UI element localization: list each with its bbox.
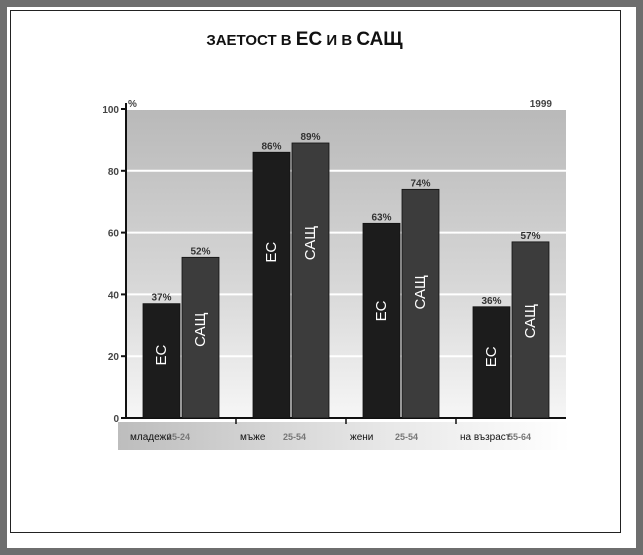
bar-series-label: САЩ [302,226,319,261]
chart-title: ЗАЕТОСТ В ЕС И В САЩ [0,29,609,51]
year-label: 1999 [530,99,553,110]
bar-value-label: 57% [520,231,540,242]
category-label: на възраст [460,432,511,443]
bar-eu [362,222,401,419]
bar-usa [511,241,550,419]
bar-value-label: 37% [151,293,171,304]
category-age-range: 15-24 [167,432,190,442]
title-part-4: САЩ [356,29,403,50]
bar-usa [181,256,220,419]
title-part-2: ЕС [295,29,323,50]
bar-eu [252,151,291,419]
bar-series-label: САЩ [192,312,209,347]
category-band [118,422,570,450]
bar-usa [401,188,440,419]
bar-eu [472,306,511,419]
category-label: мъже [240,432,266,443]
y-tick-label: 0 [113,414,119,425]
bar-value-label: 74% [410,178,430,189]
bar-value-label: 86% [261,141,281,152]
bar-series-label: ЕС [263,242,280,263]
bar-value-label: 36% [481,296,501,307]
y-tick-label: 20 [108,352,120,363]
bar-eu [142,303,181,419]
bar-series-label: ЕС [483,346,500,367]
y-tick-label: 40 [108,290,120,301]
bar-series-label: САЩ [412,275,429,310]
title-part-3: И В [322,32,357,49]
bar-series-label: САЩ [522,304,539,339]
category-label: жени [350,432,373,443]
category-age-range: 25-54 [283,432,306,442]
title-part-1: ЗАЕТОСТ В [206,32,296,49]
y-tick-label: 80 [108,167,120,178]
bar-usa [291,142,330,419]
y-tick-label: 100 [102,105,119,116]
category-age-range: 55-64 [508,432,531,442]
bar-value-label: 52% [190,246,210,257]
bar-value-label: 89% [300,132,320,143]
y-axis-unit-label: % [128,99,137,110]
category-label: младежи [130,432,172,443]
y-tick-label: 60 [108,229,120,240]
bar-series-label: ЕС [153,345,170,366]
bar-series-label: ЕС [373,300,390,321]
bar-value-label: 63% [371,212,391,223]
category-age-range: 25-54 [395,432,418,442]
